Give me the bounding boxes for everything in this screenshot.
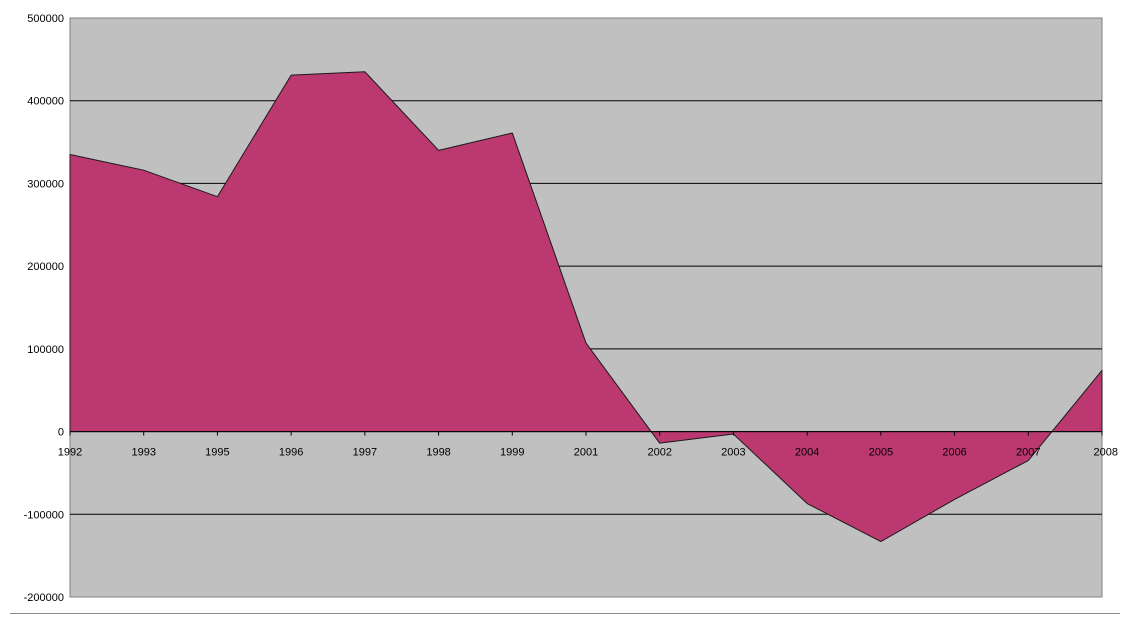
y-tick-labels: 500000 400000 300000 200000 100000 0 -100000 -2… bbox=[24, 13, 64, 604]
y-tick-label: -200000 bbox=[24, 592, 64, 604]
x-tick-label: 2001 bbox=[574, 447, 598, 459]
y-tick-label: 100000 bbox=[27, 344, 64, 356]
x-tick-label: 2004 bbox=[795, 447, 819, 459]
y-tick-label: 200000 bbox=[27, 261, 64, 273]
bottom-divider bbox=[10, 613, 1120, 614]
y-tick-label: -100000 bbox=[24, 509, 64, 521]
x-tick-label: 2008 bbox=[1094, 447, 1118, 459]
y-tick-label: 500000 bbox=[27, 13, 64, 25]
x-tick-label: 1995 bbox=[205, 447, 229, 459]
y-tick-label: 0 bbox=[58, 427, 64, 439]
x-tick-label: 1996 bbox=[279, 447, 303, 459]
x-tick-label: 2005 bbox=[869, 447, 893, 459]
x-tick-label: 1998 bbox=[426, 447, 450, 459]
x-tick-label: 1993 bbox=[131, 447, 155, 459]
zero-axis-line bbox=[69, 431, 1103, 436]
x-tick-label: 2002 bbox=[647, 447, 671, 459]
x-tick-labels: 1992 1993 1995 1996 1997 1998 1999 2001 2002 2003… bbox=[58, 447, 1118, 459]
x-tick-label: 2003 bbox=[721, 447, 745, 459]
x-tick-label: 2006 bbox=[942, 447, 966, 459]
x-tick-label: 1992 bbox=[58, 447, 82, 459]
y-tick-label: 300000 bbox=[27, 178, 64, 190]
x-tick-label: 1999 bbox=[500, 447, 524, 459]
x-tick-label: 2007 bbox=[1016, 447, 1040, 459]
x-tick-label: 1997 bbox=[353, 447, 377, 459]
series-area bbox=[69, 71, 1103, 543]
y-tick-label: 400000 bbox=[27, 96, 64, 108]
